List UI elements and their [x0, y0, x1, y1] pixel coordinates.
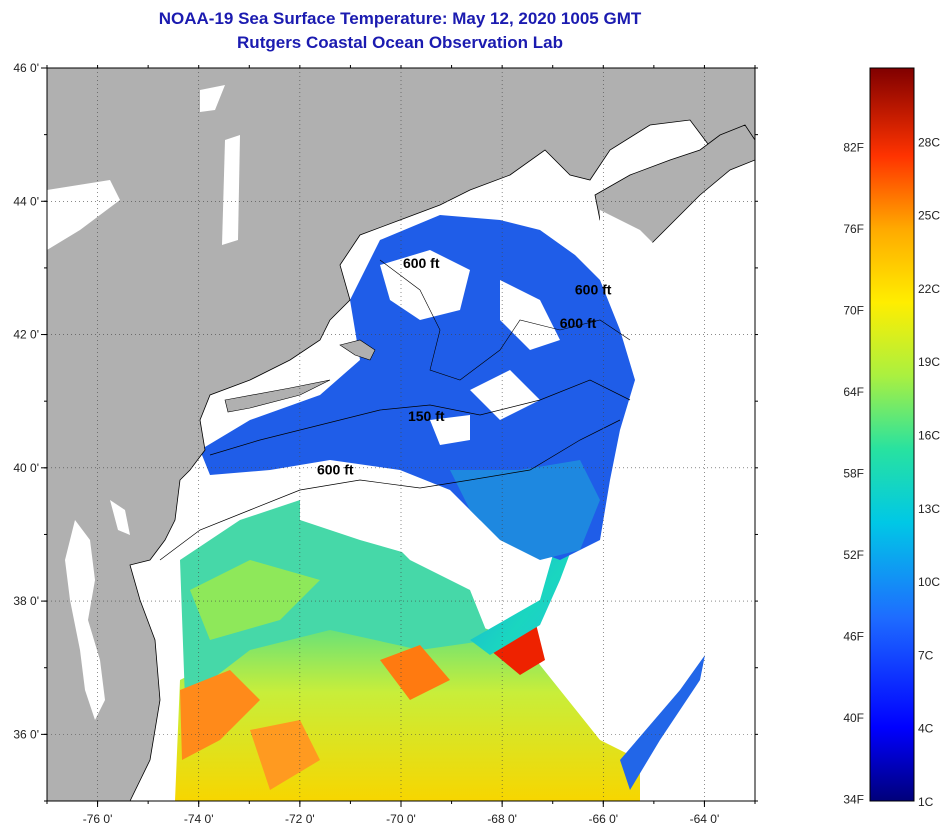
fahrenheit-label: 82F — [843, 141, 864, 155]
color-bar — [869, 67, 915, 802]
cloud — [470, 370, 540, 420]
slope-water — [450, 460, 600, 560]
lat-tick-label: 36 0' — [13, 727, 39, 741]
bay-of-fundy — [600, 210, 660, 265]
fahrenheit-labels: 82F 76F 70F 64F 58F 52F 46F 40F 34F — [843, 141, 864, 807]
shelf-water-mid — [180, 500, 490, 700]
lon-tick-label: -74 0' — [184, 812, 214, 826]
lon-tick-label: -66 0' — [588, 812, 618, 826]
fahrenheit-label: 76F — [843, 222, 864, 236]
celsius-label: 4C — [918, 722, 934, 736]
gulf-stream-core — [490, 620, 545, 675]
cloud — [500, 280, 560, 350]
chesapeake-bay — [65, 520, 105, 720]
celsius-label: 1C — [918, 795, 934, 809]
celsius-label: 16C — [918, 429, 940, 443]
fahrenheit-label: 34F — [843, 792, 864, 806]
lake — [200, 85, 225, 112]
cloud — [380, 250, 470, 320]
lon-tick-label: -68 0' — [487, 812, 517, 826]
fahrenheit-label: 58F — [843, 467, 864, 481]
cloud — [300, 470, 470, 560]
celsius-label: 7C — [918, 648, 934, 662]
contour-150ft — [209, 379, 631, 456]
contour-600ft — [159, 419, 621, 561]
fahrenheit-label: 46F — [843, 629, 864, 643]
fahrenheit-label: 64F — [843, 385, 864, 399]
contour-label: 600 ft — [403, 255, 440, 271]
land-cape-cod — [339, 339, 376, 361]
celsius-label: 19C — [918, 355, 940, 369]
celsius-label: 10C — [918, 575, 940, 589]
map-subtitle: Rutgers Coastal Ocean Observation Lab — [237, 33, 563, 52]
lake-champlain — [222, 135, 240, 245]
delaware-bay — [110, 500, 130, 535]
warm-patch — [380, 645, 450, 700]
land-long-island — [224, 379, 331, 413]
plot-frame — [46, 67, 756, 802]
fahrenheit-label: 70F — [843, 304, 864, 318]
lon-tick-label: -76 0' — [83, 812, 113, 826]
longitude-labels: -76 0' -74 0' -72 0' -70 0' -68 0' -66 0' -64 … — [83, 812, 720, 826]
lat-tick-label: 44 0' — [13, 194, 39, 208]
offshore-cold-strip — [620, 655, 705, 790]
fahrenheit-label: 40F — [843, 711, 864, 725]
celsius-label: 13C — [918, 502, 940, 516]
contour-label: 600 ft — [560, 315, 597, 331]
lat-tick-label: 46 0' — [13, 61, 39, 75]
contour-label: 150 ft — [408, 408, 445, 424]
warm-patch — [180, 670, 260, 760]
warm-patch — [250, 720, 320, 790]
cloud — [430, 415, 470, 445]
contour-label: 600 ft — [317, 461, 354, 477]
latitude-labels: 46 0' 44 0' 42 0' 40 0' 38 0' 36 0' — [13, 61, 39, 741]
lake-ontario — [47, 180, 120, 250]
land-east-coast — [47, 68, 755, 801]
contour-labels: 600 ft 600 ft 600 ft 150 ft 600 ft — [317, 255, 612, 478]
lat-tick-label: 38 0' — [13, 594, 39, 608]
lon-tick-label: -72 0' — [285, 812, 315, 826]
contour-600ft-gom — [379, 259, 631, 381]
lon-tick-label: -70 0' — [386, 812, 416, 826]
shelf-water-green — [190, 560, 320, 640]
lat-tick-label: 40 0' — [13, 461, 39, 475]
celsius-labels: 28C 25C 22C 19C 16C 13C 10C 7C 4C 1C — [918, 135, 940, 809]
celsius-label: 22C — [918, 282, 940, 296]
lat-tick-label: 42 0' — [13, 328, 39, 342]
celsius-label: 28C — [918, 135, 940, 149]
fahrenheit-label: 52F — [843, 548, 864, 562]
celsius-label: 25C — [918, 209, 940, 223]
lon-tick-label: -64 0' — [690, 812, 720, 826]
contour-label: 600 ft — [575, 282, 612, 298]
map-title: NOAA-19 Sea Surface Temperature: May 12,… — [158, 9, 642, 28]
